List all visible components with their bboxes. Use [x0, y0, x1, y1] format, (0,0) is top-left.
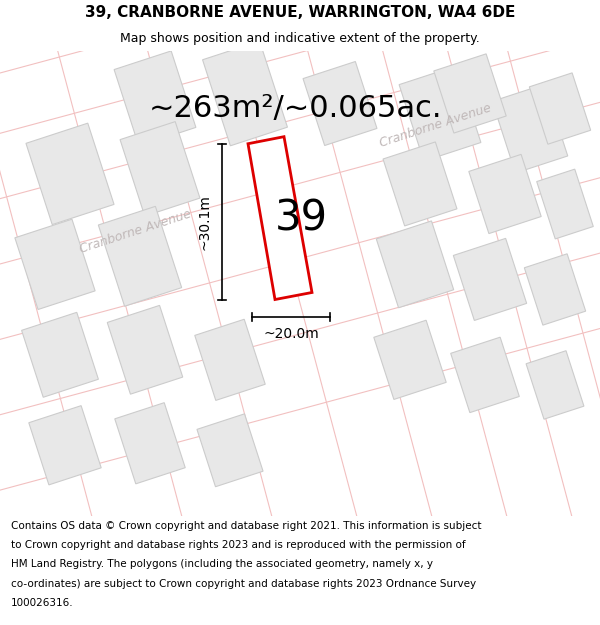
Text: co-ordinates) are subject to Crown copyright and database rights 2023 Ordnance S: co-ordinates) are subject to Crown copyr…	[11, 579, 476, 589]
Polygon shape	[197, 414, 263, 487]
Text: 39, CRANBORNE AVENUE, WARRINGTON, WA4 6DE: 39, CRANBORNE AVENUE, WARRINGTON, WA4 6D…	[85, 5, 515, 20]
Text: Contains OS data © Crown copyright and database right 2021. This information is : Contains OS data © Crown copyright and d…	[11, 521, 481, 531]
Text: ~30.1m: ~30.1m	[198, 194, 212, 249]
Polygon shape	[195, 319, 265, 401]
Polygon shape	[248, 137, 312, 299]
Polygon shape	[399, 66, 481, 161]
Polygon shape	[451, 338, 520, 412]
Polygon shape	[469, 154, 541, 234]
Polygon shape	[203, 41, 287, 146]
Text: Map shows position and indicative extent of the property.: Map shows position and indicative extent…	[120, 32, 480, 45]
Polygon shape	[526, 351, 584, 419]
Polygon shape	[383, 142, 457, 226]
Polygon shape	[529, 73, 590, 144]
Polygon shape	[22, 312, 98, 398]
Text: Cranborne Avenue: Cranborne Avenue	[77, 207, 193, 256]
Text: Cranborne Avenue: Cranborne Avenue	[377, 101, 493, 150]
Polygon shape	[26, 123, 114, 224]
Polygon shape	[537, 169, 593, 239]
Polygon shape	[374, 320, 446, 399]
Polygon shape	[107, 306, 183, 394]
Polygon shape	[524, 254, 586, 325]
Text: ~263m²/~0.065ac.: ~263m²/~0.065ac.	[148, 94, 442, 123]
Text: to Crown copyright and database rights 2023 and is reproduced with the permissio: to Crown copyright and database rights 2…	[11, 540, 466, 550]
Polygon shape	[492, 84, 568, 173]
Polygon shape	[303, 61, 377, 146]
Polygon shape	[15, 219, 95, 309]
Polygon shape	[29, 406, 101, 485]
Text: 100026316.: 100026316.	[11, 598, 73, 608]
Polygon shape	[376, 221, 454, 308]
Polygon shape	[114, 51, 196, 146]
Text: 39: 39	[275, 197, 328, 239]
Polygon shape	[454, 238, 527, 321]
Text: ~20.0m: ~20.0m	[263, 327, 319, 341]
Text: HM Land Registry. The polygons (including the associated geometry, namely x, y: HM Land Registry. The polygons (includin…	[11, 559, 433, 569]
Polygon shape	[434, 54, 506, 133]
Polygon shape	[98, 206, 182, 306]
Polygon shape	[120, 122, 200, 216]
Polygon shape	[115, 402, 185, 484]
